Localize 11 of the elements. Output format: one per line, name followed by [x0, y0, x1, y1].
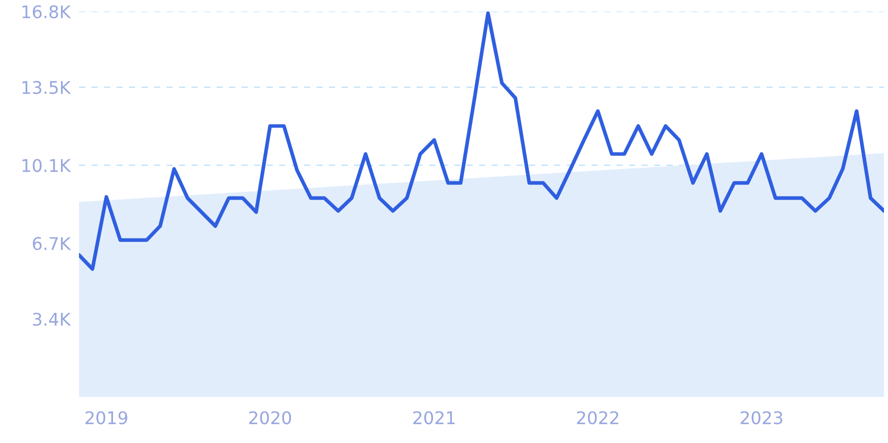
x-tick-label: 2020 — [249, 411, 291, 424]
y-tick-label: 16.8K — [22, 5, 72, 18]
x-tick-label: 2021 — [413, 411, 455, 424]
y-tick-label: 13.5K — [22, 80, 72, 94]
y-tick-label: 6.7K — [32, 236, 72, 250]
line-series — [79, 12, 884, 271]
x-tick-label: 2022 — [577, 411, 618, 424]
y-tick-label: 10.1K — [22, 158, 72, 172]
x-tick-label: 2019 — [86, 411, 128, 424]
y-tick-label: 3.4K — [32, 312, 72, 326]
x-tick-label: 2023 — [740, 411, 782, 424]
